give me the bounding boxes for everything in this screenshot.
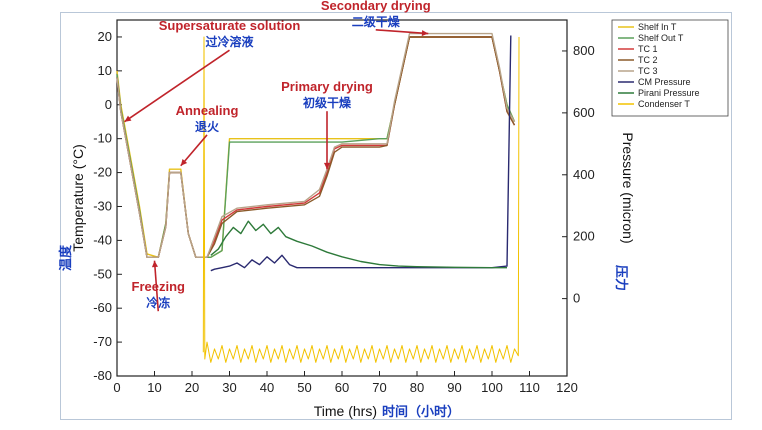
x-tick-label: 100 — [481, 380, 503, 395]
x-axis-label-cn: 时间（小时） — [382, 404, 460, 420]
x-axis-label: Time (hrs) — [314, 403, 377, 419]
annotation-arrowhead — [151, 260, 159, 268]
annotation-arrowhead — [323, 162, 331, 170]
x-tick-label: 10 — [147, 380, 161, 395]
annotation-label: Annealing — [176, 103, 239, 118]
y-axis-left: -80 -70 -60 -50 -40 -30 -20 -10 0 10 20 — [93, 29, 122, 383]
x-tick-label: 30 — [222, 380, 236, 395]
annotation-label: Primary drying — [281, 79, 373, 94]
y-left-tick-label: 0 — [105, 97, 112, 112]
x-tick-label: 90 — [447, 380, 461, 395]
annotation-label-cn: 二级干燥 — [352, 14, 401, 29]
y-right-tick-label: 600 — [573, 105, 595, 120]
legend-entry: TC 3 — [638, 66, 658, 76]
x-tick-label: 110 — [519, 380, 540, 395]
x-tick-label: 120 — [556, 380, 578, 395]
y-right-tick-label: 800 — [573, 43, 595, 58]
legend-entry: TC 1 — [638, 44, 658, 54]
annotation-label-cn: 过冷溶液 — [205, 34, 253, 49]
y-left-tick-label: -60 — [93, 300, 112, 315]
series-line-pirani-pressure — [210, 220, 507, 269]
annotation-label: Secondary drying — [321, 0, 431, 13]
plot-area — [116, 19, 568, 377]
x-tick-label: 80 — [410, 380, 424, 395]
legend-entry: Pirani Pressure — [638, 88, 700, 98]
legend-entry: Shelf Out T — [638, 33, 684, 43]
y-axis-left-label: Temperature (°C) — [70, 144, 86, 252]
x-tick-label: 0 — [113, 380, 120, 395]
annotation-arrow — [153, 260, 160, 312]
annotation-arrow — [375, 29, 429, 35]
legend-entry: Shelf In T — [638, 22, 677, 32]
legend-box — [611, 19, 729, 117]
series-line-condenser-t — [202, 36, 520, 363]
y-left-tick-label: -70 — [93, 334, 112, 349]
legend-entry: TC 2 — [638, 55, 658, 65]
legend-entry: CM Pressure — [638, 77, 691, 87]
x-tick-label: 40 — [260, 380, 274, 395]
series-line-tc-3 — [116, 32, 516, 258]
y-right-tick-label: 200 — [573, 229, 595, 244]
annotation-label-cn: 退火 — [195, 120, 220, 134]
y-axis-right-label: Pressure (micron) — [620, 132, 636, 243]
y-left-tick-label: -80 — [93, 368, 112, 383]
y-axis-right: 0 200 400 600 800 — [562, 43, 595, 306]
annotation-arrowhead — [180, 159, 188, 166]
legend-entry: Condenser T — [638, 99, 690, 109]
y-left-tick-label: -50 — [93, 266, 112, 281]
y-left-tick-label: -20 — [93, 165, 112, 180]
annotation-label-cn: 初级干燥 — [303, 95, 352, 110]
x-tick-label: 20 — [185, 380, 199, 395]
y-left-tick-label: 10 — [98, 63, 112, 78]
y-left-tick-label: -10 — [93, 131, 112, 146]
x-tick-label: 70 — [372, 380, 386, 395]
annotation-arrow — [180, 134, 208, 167]
annotation-arrowhead — [124, 115, 132, 122]
annotation-label: Freezing — [132, 279, 186, 294]
x-tick-label: 50 — [297, 380, 311, 395]
y-axis-right-label-cn: 压力 — [613, 265, 629, 291]
annotation-arrow — [124, 49, 230, 123]
x-tick-label: 60 — [335, 380, 349, 395]
annotation-arrowhead — [421, 30, 429, 37]
annotation-label: Supersaturate solution — [159, 18, 301, 33]
figure-frame — [60, 12, 732, 420]
y-axis-left-label-cn: 温度 — [58, 244, 74, 271]
y-right-tick-label: 0 — [573, 291, 580, 306]
x-axis: 0 10 20 30 40 50 60 70 80 90 100 110 120 — [113, 371, 578, 395]
y-left-tick-label: -30 — [93, 198, 112, 213]
y-left-tick-label: -40 — [93, 232, 112, 247]
y-left-tick-label: 20 — [98, 29, 112, 44]
y-right-tick-label: 400 — [573, 167, 595, 182]
